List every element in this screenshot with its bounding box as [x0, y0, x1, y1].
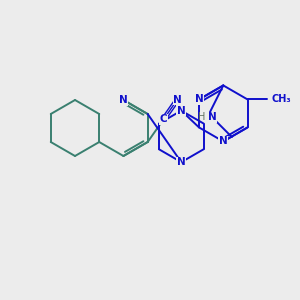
- Text: N: N: [177, 157, 186, 167]
- Text: CH₃: CH₃: [271, 94, 291, 104]
- Text: N: N: [173, 94, 182, 105]
- Text: N: N: [119, 95, 128, 105]
- Text: N: N: [195, 94, 203, 104]
- Text: N: N: [219, 136, 228, 146]
- Text: N: N: [208, 112, 217, 122]
- Text: C: C: [160, 114, 168, 124]
- Text: H: H: [198, 112, 205, 122]
- Text: N: N: [177, 106, 186, 116]
